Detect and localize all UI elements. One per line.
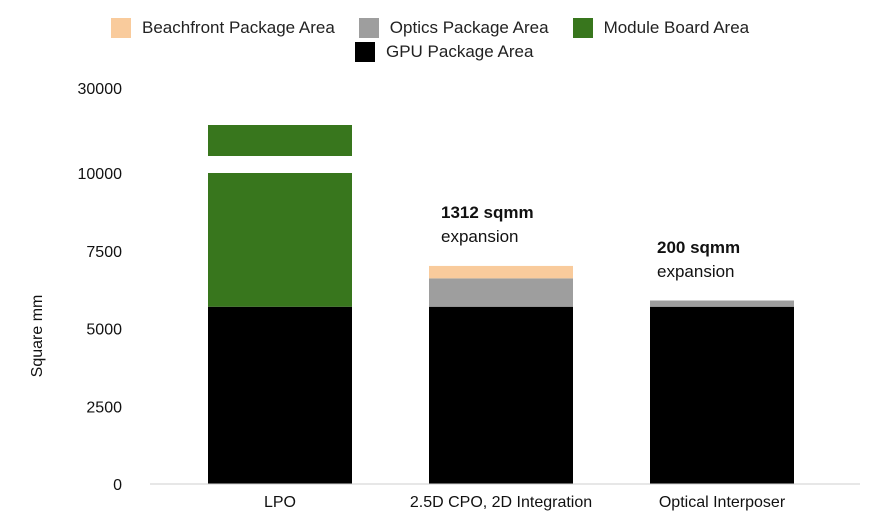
- annotation-cpo-bold: 1312 sqmm: [441, 203, 534, 222]
- legend-label-gpu: GPU Package Area: [386, 42, 534, 61]
- annotation-interposer: 200 sqmm expansion: [657, 236, 740, 284]
- annotation-interposer-bold: 200 sqmm: [657, 238, 741, 257]
- y-tick-label: 5000: [86, 322, 122, 339]
- legend-swatch-optics: [358, 18, 379, 38]
- legend-label-optics: Optics Package Area: [389, 18, 549, 37]
- y-axis-label: Square mm: [29, 295, 46, 378]
- x-tick-label: Optical Interposer: [659, 494, 786, 511]
- annotation-cpo-text: expansion: [441, 227, 519, 246]
- legend-label-beachfront: Beachfront Package Area: [142, 18, 335, 37]
- annotation-cpo: 1312 sqmm expansion: [441, 201, 534, 249]
- legend-row-1: Beachfront Package Area Optics Package A…: [111, 18, 749, 38]
- y-tick-label: 30000: [78, 81, 123, 98]
- bar-module-board-area-0-upper: [208, 125, 352, 156]
- legend-row-2: GPU Package Area: [355, 42, 533, 62]
- annotation-interposer-text: expansion: [657, 262, 735, 281]
- bar-optics-package-area-2: [650, 300, 794, 307]
- bar-gpu-package-area-0: [208, 306, 352, 484]
- x-tick-label: 2.5D CPO, 2D Integration: [410, 494, 592, 511]
- bar-gpu-package-area-1: [429, 306, 573, 484]
- legend-swatch-beachfront: [111, 18, 131, 38]
- y-tick-label: 0: [113, 477, 122, 494]
- y-tick-label: 7500: [86, 244, 122, 261]
- legend-swatch-module-board: [572, 18, 593, 38]
- y-tick-label: 10000: [78, 166, 123, 183]
- legend-label-module-board: Module Board Area: [603, 18, 750, 37]
- y-tick-label: 2500: [86, 399, 122, 416]
- legend-swatch-gpu: [355, 42, 375, 62]
- bar-optics-package-area-1: [429, 278, 573, 307]
- x-tick-label: LPO: [264, 494, 296, 511]
- bar-module-board-area-0-lower: [208, 173, 352, 307]
- bar-beachfront-package-area-1: [429, 265, 573, 279]
- bar-gpu-package-area-2: [650, 306, 794, 484]
